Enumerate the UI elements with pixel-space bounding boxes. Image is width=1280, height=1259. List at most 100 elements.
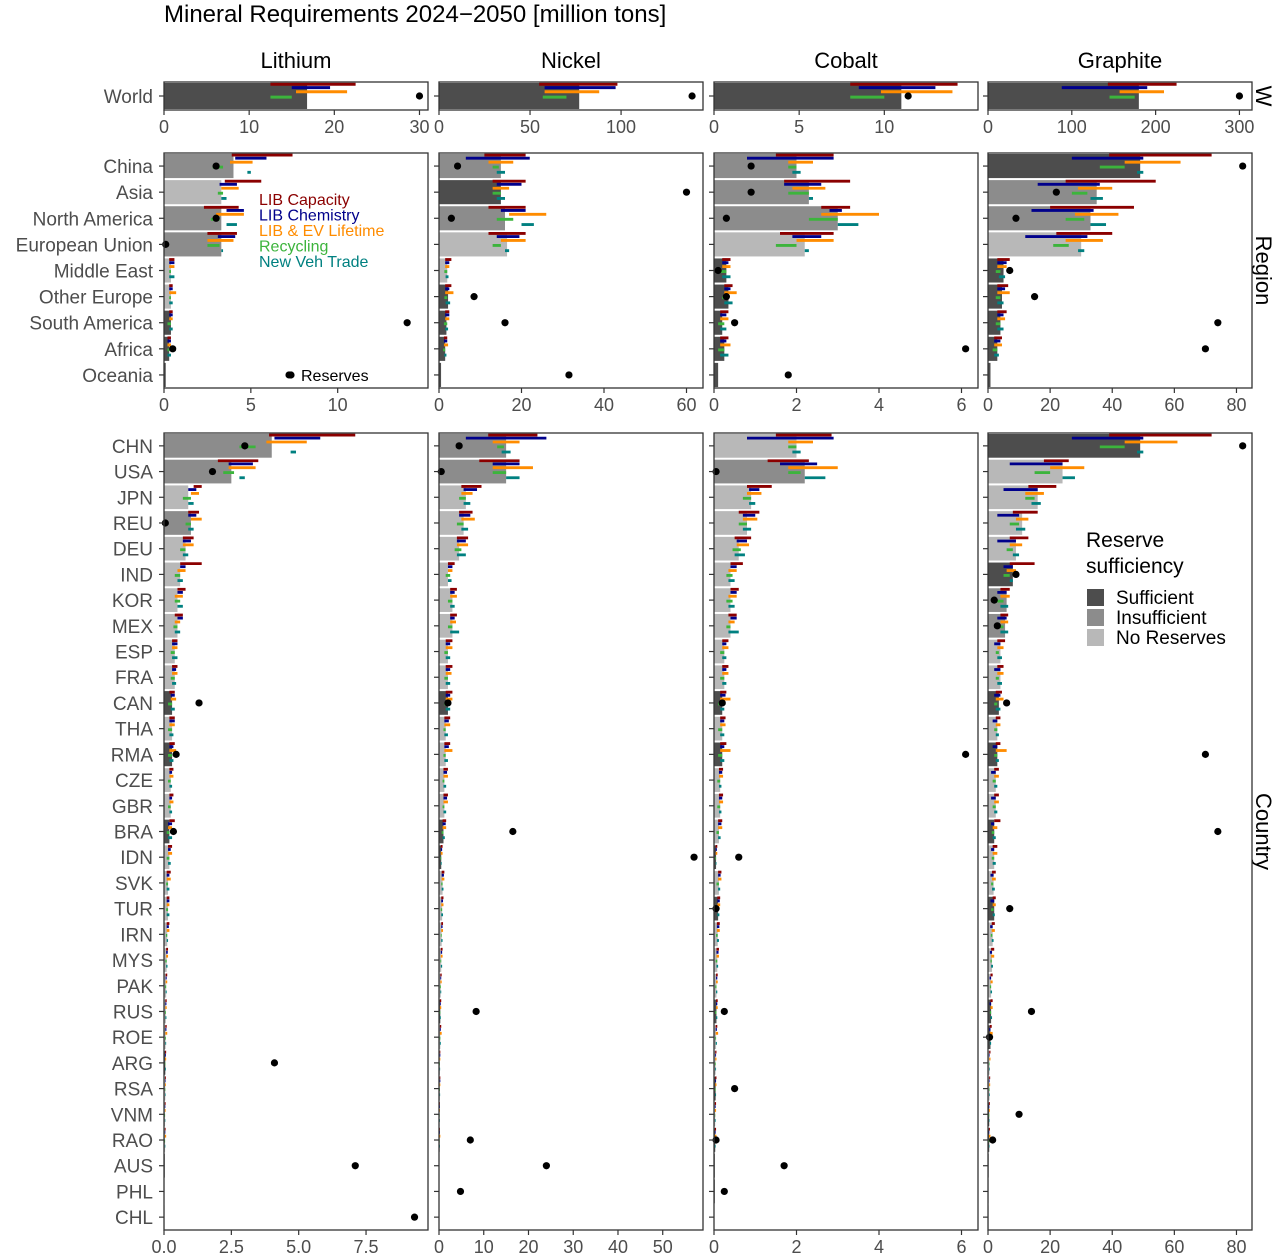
bar bbox=[164, 536, 186, 561]
legend-new-veh-trade: New Veh Trade bbox=[259, 254, 369, 271]
bar bbox=[714, 536, 739, 561]
x-tick-label: 50 bbox=[520, 117, 540, 137]
panel-background bbox=[439, 433, 703, 1230]
panel-background bbox=[164, 433, 428, 1230]
legend-label-insufficient: Insufficient bbox=[1116, 608, 1207, 629]
bar bbox=[164, 511, 191, 535]
bar bbox=[439, 310, 447, 335]
row-label-chn: CHN bbox=[112, 437, 153, 458]
bar bbox=[988, 362, 991, 387]
bar bbox=[714, 845, 717, 870]
x-tick-label: 0 bbox=[983, 117, 993, 137]
x-tick-label: 2 bbox=[791, 395, 801, 415]
row-label-chl: CHL bbox=[115, 1208, 153, 1229]
x-tick-label: 7.5 bbox=[354, 1237, 379, 1257]
x-tick-label: 0 bbox=[159, 117, 169, 137]
x-tick-label: 2 bbox=[791, 1237, 801, 1257]
bar bbox=[714, 434, 797, 458]
bar bbox=[439, 896, 443, 921]
x-tick-label: 100 bbox=[1057, 117, 1087, 137]
column-header-nickel: Nickel bbox=[541, 48, 601, 73]
x-tick-label: 60 bbox=[1164, 1237, 1184, 1257]
row-label-rma: RMA bbox=[111, 745, 154, 766]
reserves-point bbox=[241, 442, 249, 450]
bar bbox=[988, 1076, 990, 1101]
row-label-oceania: Oceania bbox=[82, 366, 153, 387]
bar bbox=[988, 459, 1063, 484]
x-tick-label: 20 bbox=[324, 117, 344, 137]
x-tick-label: 0 bbox=[434, 117, 444, 137]
row-label-vnm: VNM bbox=[111, 1105, 153, 1126]
bar bbox=[164, 154, 234, 179]
bar bbox=[439, 716, 446, 741]
bar bbox=[164, 180, 222, 205]
reserves-point bbox=[720, 1187, 728, 1196]
bar bbox=[164, 871, 169, 895]
legend-swatch-insufficient bbox=[1087, 609, 1104, 626]
bar bbox=[439, 511, 464, 535]
panel-region-cobalt: 0 2 4 6 bbox=[709, 152, 979, 415]
row-label-rus: RUS bbox=[113, 1002, 153, 1023]
reserves-point bbox=[444, 699, 452, 707]
bar bbox=[164, 896, 169, 921]
reserves-point bbox=[501, 319, 509, 327]
x-tick-label: 20 bbox=[1040, 1237, 1060, 1257]
bar bbox=[714, 793, 721, 818]
bar bbox=[164, 284, 171, 309]
x-tick-label: 20 bbox=[1040, 395, 1060, 415]
reserves-point bbox=[747, 188, 755, 196]
reserves-point bbox=[1201, 345, 1210, 353]
bar bbox=[164, 1025, 166, 1050]
row-label-usa: USA bbox=[114, 463, 153, 484]
legend-label-sufficient: Sufficient bbox=[1116, 588, 1195, 609]
bar bbox=[988, 742, 998, 767]
bar bbox=[988, 845, 995, 870]
x-tick-label: 60 bbox=[1164, 395, 1184, 415]
bar bbox=[714, 362, 719, 387]
x-tick-label: 4 bbox=[874, 1237, 884, 1257]
column-header-graphite: Graphite bbox=[1078, 48, 1162, 73]
row-label-irn: IRN bbox=[120, 925, 153, 946]
row-label-esp: ESP bbox=[115, 643, 153, 664]
reserves-point bbox=[270, 1059, 279, 1067]
bar bbox=[439, 845, 442, 870]
row-label-tur: TUR bbox=[114, 900, 153, 921]
bar bbox=[439, 639, 448, 664]
reserves-point bbox=[169, 827, 178, 836]
strip-label-w: W bbox=[1251, 86, 1276, 107]
reserves-point bbox=[1012, 214, 1020, 222]
bar bbox=[164, 922, 168, 947]
x-tick-label: 6 bbox=[956, 1237, 966, 1257]
bar bbox=[164, 459, 232, 484]
row-label-cze: CZE bbox=[115, 771, 153, 792]
bar bbox=[439, 434, 507, 458]
bar bbox=[714, 922, 718, 947]
panel-region-graphite: 0 20 40 60 80 bbox=[983, 152, 1253, 415]
reserves-point bbox=[415, 92, 424, 100]
panel-w-cobalt: 0 5 10 bbox=[709, 81, 979, 137]
bar bbox=[714, 459, 805, 484]
bar bbox=[988, 511, 1023, 535]
x-tick-label: 40 bbox=[608, 1237, 628, 1257]
reserves-point bbox=[780, 1162, 788, 1170]
reserves-point bbox=[718, 699, 726, 707]
x-tick-label: 6 bbox=[956, 395, 966, 415]
bar bbox=[988, 999, 992, 1024]
reserves-point bbox=[1239, 162, 1247, 170]
row-label-idn: IDN bbox=[120, 848, 153, 869]
x-tick-label: 4 bbox=[874, 395, 884, 415]
reserves-point bbox=[403, 319, 411, 327]
bar bbox=[164, 588, 178, 612]
legend-recycling: Recycling bbox=[259, 239, 328, 256]
reserves-point bbox=[212, 214, 220, 222]
bar bbox=[439, 922, 442, 947]
bar bbox=[439, 459, 507, 484]
bar bbox=[164, 1076, 166, 1101]
bar bbox=[439, 562, 448, 587]
bar bbox=[714, 613, 731, 638]
row-label-deu: DEU bbox=[113, 540, 153, 561]
x-tick-label: 2.5 bbox=[219, 1237, 244, 1257]
x-tick-label: 10 bbox=[239, 117, 259, 137]
